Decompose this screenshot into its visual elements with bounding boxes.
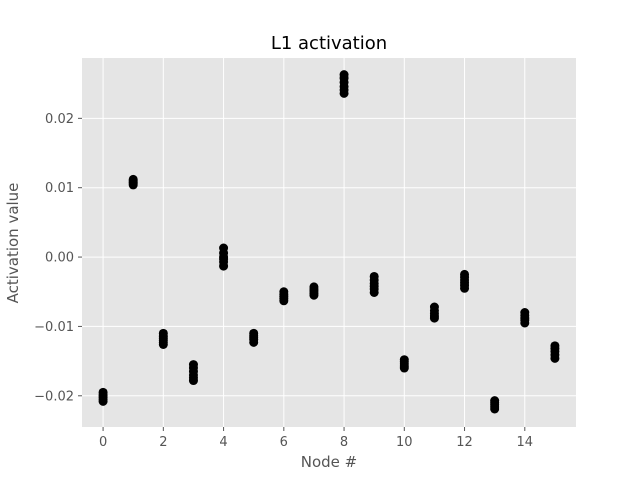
data-point: [249, 337, 259, 347]
data-point: [490, 404, 500, 414]
data-point: [399, 363, 409, 373]
data-point: [219, 261, 229, 271]
x-tick-label: 8: [340, 435, 348, 450]
y-tick-label: 0.00: [45, 251, 74, 266]
data-point: [339, 88, 349, 98]
data-point: [309, 290, 319, 300]
data-point: [158, 339, 168, 349]
plot-background: [82, 58, 576, 427]
x-ticks: 0 2 4 6 8 10 12 14: [99, 427, 533, 450]
data-point: [188, 376, 198, 386]
y-tick-label: 0.02: [45, 112, 74, 127]
y-ticks: −0.02 −0.01 0.00 0.01 0.02: [34, 112, 82, 404]
data-points: [98, 70, 560, 414]
data-point: [279, 296, 289, 306]
data-point: [520, 318, 530, 328]
data-point: [98, 396, 108, 406]
x-tick-label: 0: [99, 435, 107, 450]
data-point: [550, 353, 560, 363]
data-point: [369, 287, 379, 297]
x-tick-label: 2: [159, 435, 167, 450]
grid: [82, 58, 576, 427]
x-axis-label: Node #: [301, 453, 357, 471]
y-tick-label: 0.01: [45, 181, 74, 196]
x-tick-label: 6: [280, 435, 288, 450]
y-tick-label: −0.02: [34, 389, 74, 404]
data-point: [128, 180, 138, 190]
data-point: [460, 283, 470, 293]
y-tick-label: −0.01: [34, 320, 74, 335]
x-tick-label: 14: [517, 435, 534, 450]
chart-title: L1 activation: [271, 33, 387, 54]
data-point: [429, 313, 439, 323]
y-axis-label: Activation value: [4, 183, 22, 304]
x-tick-label: 4: [219, 435, 227, 450]
x-tick-label: 12: [456, 435, 473, 450]
x-tick-label: 10: [396, 435, 413, 450]
